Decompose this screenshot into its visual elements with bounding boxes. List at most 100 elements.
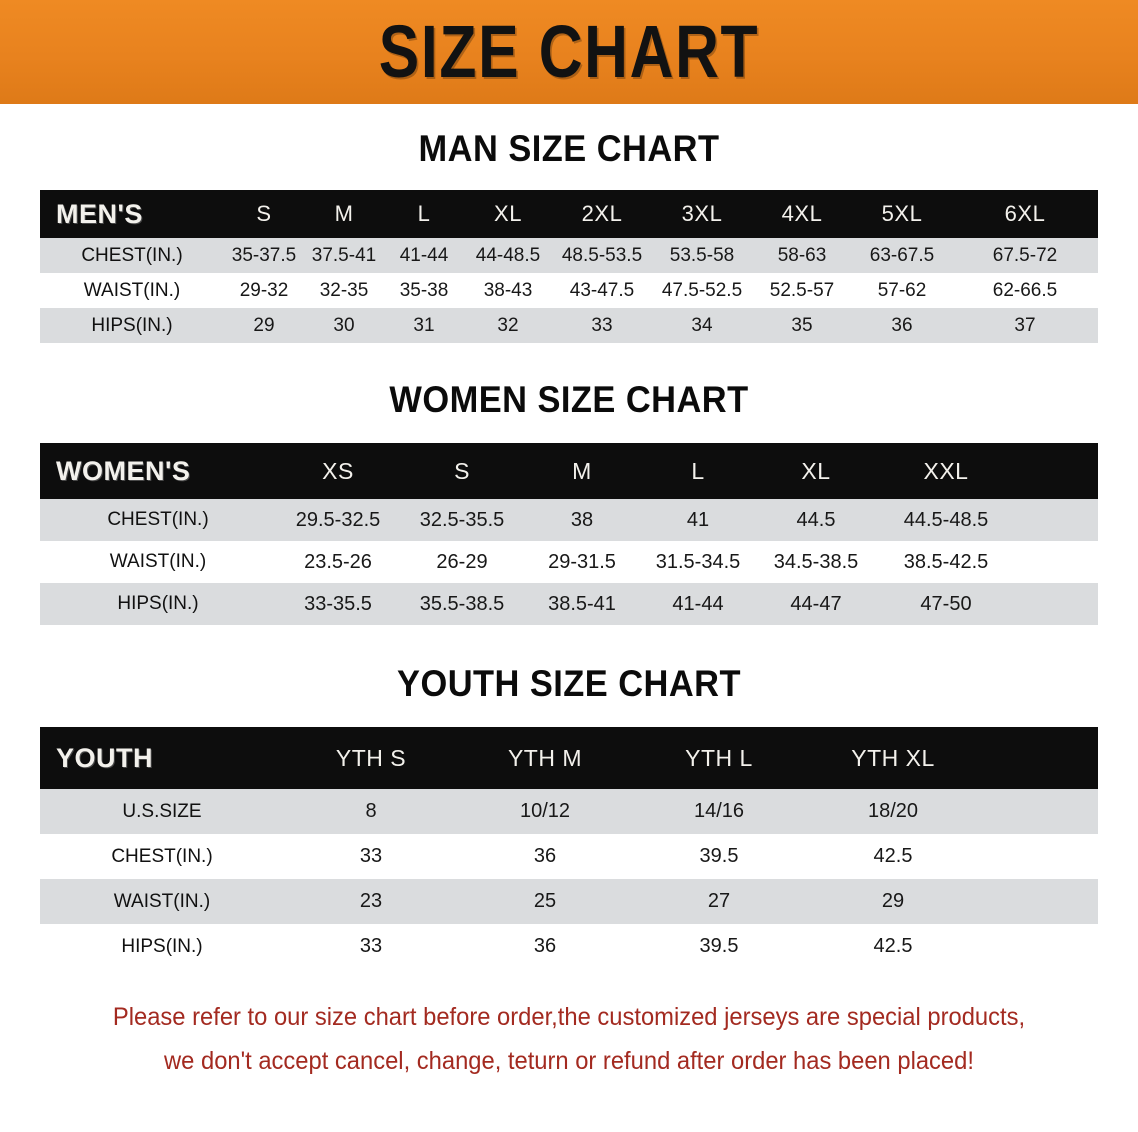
women-row-label-1: WAIST(IN.) bbox=[40, 541, 276, 583]
women-header-row: WOMEN'S XS S M L XL XXL bbox=[40, 443, 1098, 499]
table-row: CHEST(IN.) 35-37.5 37.5-41 41-44 44-48.5… bbox=[40, 238, 1098, 273]
youth-cell-1-3: 42.5 bbox=[806, 834, 980, 879]
youth-cell-2-3: 29 bbox=[806, 879, 980, 924]
man-row-label-0: CHEST(IN.) bbox=[40, 238, 224, 273]
women-cell-2-6 bbox=[1016, 583, 1098, 625]
man-cell-0-0: 35-37.5 bbox=[224, 238, 304, 273]
youth-cell-0-3: 18/20 bbox=[806, 789, 980, 834]
youth-cell-0-0: 8 bbox=[284, 789, 458, 834]
youth-col-3: YTH XL bbox=[851, 744, 935, 771]
women-col-5: XXL bbox=[923, 457, 969, 484]
man-cell-2-5: 34 bbox=[652, 308, 752, 343]
man-table-body: CHEST(IN.) 35-37.5 37.5-41 41-44 44-48.5… bbox=[40, 238, 1098, 343]
youth-row-label-3: HIPS(IN.) bbox=[40, 924, 284, 969]
women-cell-1-4: 34.5-38.5 bbox=[756, 541, 876, 583]
table-row: WAIST(IN.) 23 25 27 29 bbox=[40, 879, 1098, 924]
women-cell-2-3: 41-44 bbox=[640, 583, 756, 625]
women-col-6 bbox=[1016, 443, 1098, 499]
youth-col-0: YTH S bbox=[335, 744, 407, 771]
man-cell-1-0: 29-32 bbox=[224, 273, 304, 308]
man-cell-0-1: 37.5-41 bbox=[304, 238, 384, 273]
man-cell-1-2: 35-38 bbox=[384, 273, 464, 308]
man-cell-1-7: 57-62 bbox=[852, 273, 952, 308]
man-cell-1-4: 43-47.5 bbox=[552, 273, 652, 308]
women-cell-1-3: 31.5-34.5 bbox=[640, 541, 756, 583]
man-col-1: M bbox=[334, 201, 354, 226]
women-size-table-wrapper: WOMEN'S XS S M L XL XXL CHEST(IN.) 29.5-… bbox=[40, 443, 1098, 625]
women-cell-1-6 bbox=[1016, 541, 1098, 583]
women-table-body: CHEST(IN.) 29.5-32.5 32.5-35.5 38 41 44.… bbox=[40, 499, 1098, 625]
man-cell-2-0: 29 bbox=[224, 308, 304, 343]
youth-col-2: YTH L bbox=[685, 744, 753, 771]
man-row-label-2: HIPS(IN.) bbox=[40, 308, 224, 343]
women-cell-1-0: 23.5-26 bbox=[276, 541, 400, 583]
women-cell-2-4: 44-47 bbox=[756, 583, 876, 625]
man-cell-1-1: 32-35 bbox=[304, 273, 384, 308]
women-corner-label: WOMEN'S bbox=[56, 455, 191, 486]
women-cell-0-6 bbox=[1016, 499, 1098, 541]
women-cell-0-3: 41 bbox=[640, 499, 756, 541]
table-row: HIPS(IN.) 29 30 31 32 33 34 35 36 37 bbox=[40, 308, 1098, 343]
women-cell-1-1: 26-29 bbox=[400, 541, 524, 583]
youth-cell-2-4 bbox=[980, 879, 1098, 924]
youth-cell-3-3: 42.5 bbox=[806, 924, 980, 969]
women-table-header: WOMEN'S XS S M L XL XXL bbox=[40, 443, 1098, 499]
table-row: U.S.SIZE 8 10/12 14/16 18/20 bbox=[40, 789, 1098, 834]
youth-table-body: U.S.SIZE 8 10/12 14/16 18/20 CHEST(IN.) … bbox=[40, 789, 1098, 969]
women-col-2: M bbox=[572, 457, 592, 484]
man-cell-2-8: 37 bbox=[952, 308, 1098, 343]
man-cell-1-3: 38-43 bbox=[464, 273, 552, 308]
women-row-label-0: CHEST(IN.) bbox=[40, 499, 276, 541]
policy-note-line-2: we don't accept cancel, change, teturn o… bbox=[164, 1047, 974, 1075]
women-col-0: XS bbox=[322, 457, 354, 484]
youth-section-title: YOUTH SIZE CHART bbox=[397, 663, 741, 704]
youth-cell-1-2: 39.5 bbox=[632, 834, 806, 879]
policy-note: Please refer to our size chart before or… bbox=[47, 995, 1090, 1083]
women-cell-1-5: 38.5-42.5 bbox=[876, 541, 1016, 583]
page-banner: SIZE CHART bbox=[0, 0, 1138, 104]
man-cell-0-6: 58-63 bbox=[752, 238, 852, 273]
women-cell-2-5: 47-50 bbox=[876, 583, 1016, 625]
man-size-table: MEN'S S M L XL 2XL 3XL 4XL 5XL 6XL CHEST… bbox=[40, 190, 1098, 343]
table-row: CHEST(IN.) 33 36 39.5 42.5 bbox=[40, 834, 1098, 879]
youth-cell-3-0: 33 bbox=[284, 924, 458, 969]
youth-row-label-0: U.S.SIZE bbox=[40, 789, 284, 834]
youth-cell-1-1: 36 bbox=[458, 834, 632, 879]
youth-header-row: YOUTH YTH S YTH M YTH L YTH XL bbox=[40, 727, 1098, 789]
women-section-title: WOMEN SIZE CHART bbox=[389, 379, 749, 420]
man-col-8: 6XL bbox=[1004, 201, 1046, 226]
man-corner-label: MEN'S bbox=[56, 198, 143, 229]
women-cell-2-2: 38.5-41 bbox=[524, 583, 640, 625]
youth-size-table-wrapper: YOUTH YTH S YTH M YTH L YTH XL U.S.SIZE … bbox=[40, 727, 1098, 969]
man-cell-0-5: 53.5-58 bbox=[652, 238, 752, 273]
youth-cell-3-2: 39.5 bbox=[632, 924, 806, 969]
youth-cell-0-2: 14/16 bbox=[632, 789, 806, 834]
man-size-table-wrapper: MEN'S S M L XL 2XL 3XL 4XL 5XL 6XL CHEST… bbox=[40, 190, 1098, 343]
women-row-label-2: HIPS(IN.) bbox=[40, 583, 276, 625]
man-cell-2-4: 33 bbox=[552, 308, 652, 343]
man-col-2: L bbox=[417, 201, 431, 226]
man-col-6: 4XL bbox=[781, 201, 823, 226]
man-cell-1-6: 52.5-57 bbox=[752, 273, 852, 308]
man-cell-1-5: 47.5-52.5 bbox=[652, 273, 752, 308]
women-cell-0-4: 44.5 bbox=[756, 499, 876, 541]
table-row: CHEST(IN.) 29.5-32.5 32.5-35.5 38 41 44.… bbox=[40, 499, 1098, 541]
man-header-row: MEN'S S M L XL 2XL 3XL 4XL 5XL 6XL bbox=[40, 190, 1098, 238]
table-row: WAIST(IN.) 29-32 32-35 35-38 38-43 43-47… bbox=[40, 273, 1098, 308]
man-cell-1-8: 62-66.5 bbox=[952, 273, 1098, 308]
youth-cell-3-1: 36 bbox=[458, 924, 632, 969]
page-title: SIZE CHART bbox=[378, 10, 760, 93]
women-cell-0-5: 44.5-48.5 bbox=[876, 499, 1016, 541]
women-col-1: S bbox=[454, 457, 470, 484]
policy-note-line-1: Please refer to our size chart before or… bbox=[112, 1003, 1026, 1031]
man-section-title: MAN SIZE CHART bbox=[418, 128, 720, 169]
youth-cell-0-1: 10/12 bbox=[458, 789, 632, 834]
table-row: HIPS(IN.) 33 36 39.5 42.5 bbox=[40, 924, 1098, 969]
women-col-3: L bbox=[691, 457, 705, 484]
man-col-3: XL bbox=[494, 201, 522, 226]
youth-cell-2-1: 25 bbox=[458, 879, 632, 924]
man-cell-2-2: 31 bbox=[384, 308, 464, 343]
women-cell-0-2: 38 bbox=[524, 499, 640, 541]
man-cell-0-4: 48.5-53.5 bbox=[552, 238, 652, 273]
youth-corner-label: YOUTH bbox=[56, 742, 153, 773]
